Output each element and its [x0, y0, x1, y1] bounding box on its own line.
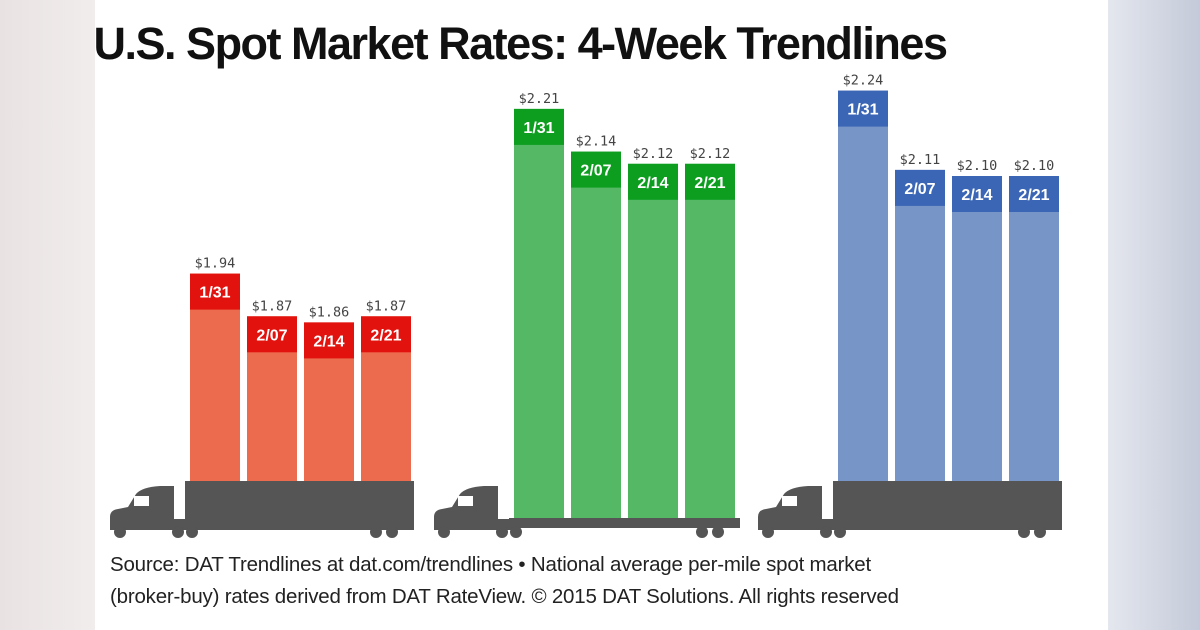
bar-2/14	[952, 176, 1002, 481]
wheel	[496, 526, 508, 538]
date-label: 2/21	[370, 327, 401, 344]
bar-2/14	[628, 163, 678, 519]
wheel	[1034, 526, 1046, 538]
wheel	[386, 526, 398, 538]
semi-truck-icon	[110, 481, 414, 538]
trailer	[185, 481, 414, 530]
bar-date-band	[1009, 176, 1059, 212]
value-label: $2.14	[576, 134, 617, 150]
bar-2/07	[895, 169, 945, 481]
date-label: 1/31	[523, 120, 554, 137]
value-label: $2.10	[1014, 158, 1055, 174]
wheel	[820, 526, 832, 538]
date-label: 1/31	[199, 285, 230, 302]
cab-window	[134, 496, 149, 506]
value-label: $1.86	[309, 304, 350, 320]
value-label: $2.21	[519, 91, 560, 107]
bar-2/21	[685, 163, 735, 519]
bar-2/07	[571, 151, 621, 518]
bar-date-band	[628, 163, 678, 200]
flatbed-deck	[509, 518, 740, 528]
date-label: 2/07	[256, 327, 287, 344]
value-label: $2.12	[690, 146, 731, 162]
truck-cab	[110, 486, 188, 530]
value-label: $2.10	[957, 158, 998, 174]
wheel	[438, 526, 450, 538]
wheel	[370, 526, 382, 538]
bar-date-band	[838, 90, 888, 127]
truck-cab	[758, 486, 836, 530]
flatbed-truck-icon	[434, 486, 740, 538]
bar-2/21	[1009, 176, 1059, 481]
bar-group-2: 1/31 $2.21 2/07 $2.14 2/14 $2.12 2/21 $2.12	[434, 91, 740, 538]
bar-date-band	[952, 176, 1002, 212]
bar-date-band	[190, 273, 240, 310]
value-label: $1.87	[252, 298, 293, 314]
date-label: 2/14	[961, 187, 992, 204]
bar-date-band	[247, 316, 297, 353]
date-label: 1/31	[847, 102, 878, 119]
date-label: 2/07	[580, 163, 611, 180]
date-label: 2/07	[904, 181, 935, 198]
date-label: 2/14	[313, 333, 344, 350]
wheel	[172, 526, 184, 538]
trailer	[833, 481, 1062, 530]
wheel	[712, 526, 724, 538]
bar-1/31	[838, 90, 888, 481]
bar-group-3: 1/31 $2.24 2/07 $2.11 2/14 $2.10 2/21 $2.10	[758, 73, 1062, 538]
bar-group-1: 1/31 $1.94 2/07 $1.87 2/14 $1.86 2/21 $1.87	[110, 256, 414, 538]
bar-date-band	[514, 108, 564, 145]
value-label: $1.87	[366, 298, 407, 314]
wheel	[1018, 526, 1030, 538]
wheel	[114, 526, 126, 538]
source-note-line1: Source: DAT Trendlines at dat.com/trendl…	[110, 553, 872, 576]
bar-date-band	[361, 316, 411, 353]
wheel	[186, 526, 198, 538]
date-label: 2/21	[1018, 187, 1049, 204]
value-label: $1.94	[195, 256, 236, 272]
source-note-line2: (broker-buy) rates derived from DAT Rate…	[110, 585, 899, 608]
bar-date-band	[571, 151, 621, 188]
wheel	[696, 526, 708, 538]
chart-title: U.S. Spot Market Rates: 4-Week Trendline…	[93, 18, 948, 69]
cab-window	[458, 496, 473, 506]
cab-window	[782, 496, 797, 506]
wheel	[762, 526, 774, 538]
value-label: $2.11	[900, 152, 941, 168]
date-label: 2/21	[694, 175, 725, 192]
semi-truck-icon	[758, 481, 1062, 538]
wheel	[834, 526, 846, 538]
bar-date-band	[304, 322, 354, 359]
value-label: $2.24	[843, 73, 884, 89]
truck-cab	[434, 486, 512, 530]
bar-1/31	[514, 108, 564, 519]
value-label: $2.12	[633, 146, 674, 162]
bar-date-band	[895, 169, 945, 206]
wheel	[510, 526, 522, 538]
bar-date-band	[685, 163, 735, 200]
date-label: 2/14	[637, 175, 668, 192]
